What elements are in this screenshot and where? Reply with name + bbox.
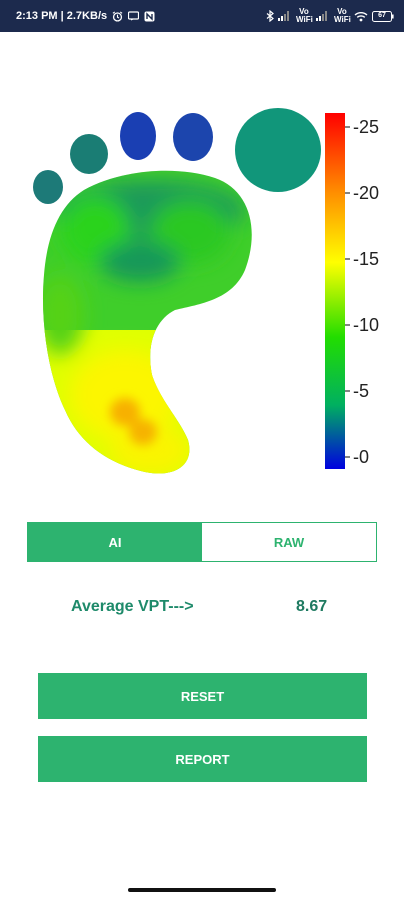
big-toe (235, 108, 321, 192)
alarm-icon (112, 10, 123, 22)
message-icon (128, 11, 140, 21)
notification-icon (144, 11, 155, 22)
mode-option-raw[interactable]: RAW (202, 523, 376, 561)
home-indicator[interactable] (128, 888, 276, 892)
scale-label-0: -0 (353, 447, 370, 467)
scale-label-15: -15 (353, 249, 380, 269)
status-time: 2:13 PM | 2.7KB/s (16, 10, 108, 22)
vowifi-label-1: Vo WiFi (296, 7, 313, 24)
signal-icon-2 (316, 11, 330, 21)
scale-label-25: -25 (353, 117, 380, 137)
status-right: Vo WiFi Vo WiFi 67 (266, 8, 394, 24)
scale-labels: -25 -20 -15 -10 -5 -0 (353, 112, 403, 472)
toe-5 (33, 170, 63, 204)
average-vpt-value: 8.67 (296, 598, 328, 615)
status-left: 2:13 PM | 2.7KB/s (16, 10, 155, 22)
mode-toggle: AI RAW (27, 522, 377, 562)
bluetooth-icon (266, 10, 274, 22)
battery-icon: 67 (372, 10, 394, 22)
foot-heatmap (33, 108, 350, 474)
toe-4 (70, 134, 108, 174)
signal-icon-1 (278, 11, 292, 21)
average-vpt-label: Average VPT---> (71, 598, 194, 615)
status-bar: 2:13 PM | 2.7KB/s Vo WiFi Vo WiFi 67 (0, 0, 404, 32)
foot-sole (42, 170, 252, 474)
color-scale-bar (325, 113, 345, 469)
scale-ticks (345, 126, 350, 458)
battery-level: 67 (378, 11, 386, 19)
reset-button[interactable]: RESET (38, 673, 367, 719)
scale-label-5: -5 (353, 381, 370, 401)
mode-option-ai[interactable]: AI (28, 523, 202, 561)
scale-label-10: -10 (353, 315, 380, 335)
toe-2 (173, 113, 213, 161)
report-button[interactable]: REPORT (38, 736, 367, 782)
wifi-icon (354, 11, 368, 22)
vowifi-label-2: Vo WiFi (334, 7, 351, 24)
scale-label-20: -20 (353, 183, 380, 203)
toe-3 (120, 112, 156, 160)
